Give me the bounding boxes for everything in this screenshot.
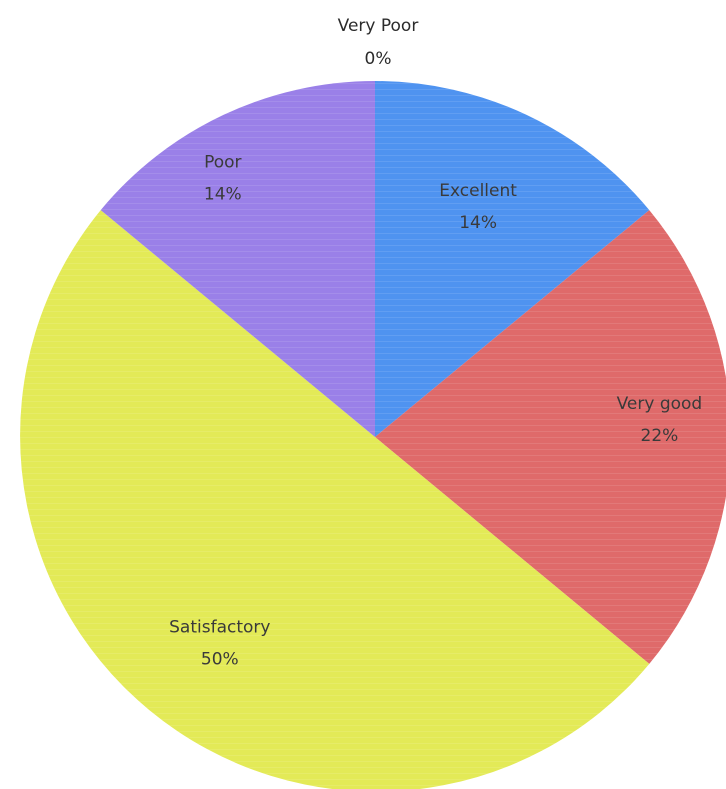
slice-value-poor: 14% bbox=[204, 185, 242, 205]
slice-label-very-good: Very good bbox=[617, 394, 703, 414]
slice-label-poor: Poor bbox=[204, 153, 241, 173]
slice-label-satisfactory: Satisfactory bbox=[169, 618, 270, 638]
slice-label-excellent: Excellent bbox=[439, 181, 517, 201]
slice-value-excellent: 14% bbox=[459, 213, 497, 233]
paper-texture bbox=[19, 81, 726, 789]
slice-value-very-poor: 0% bbox=[365, 49, 392, 69]
slice-value-satisfactory: 50% bbox=[201, 650, 239, 670]
slice-labels: Very Poor 0% Excellent 14% Very good 22% Satis… bbox=[169, 16, 702, 670]
slice-value-very-good: 22% bbox=[641, 426, 679, 446]
slice-label-very-poor: Very Poor bbox=[338, 16, 419, 36]
